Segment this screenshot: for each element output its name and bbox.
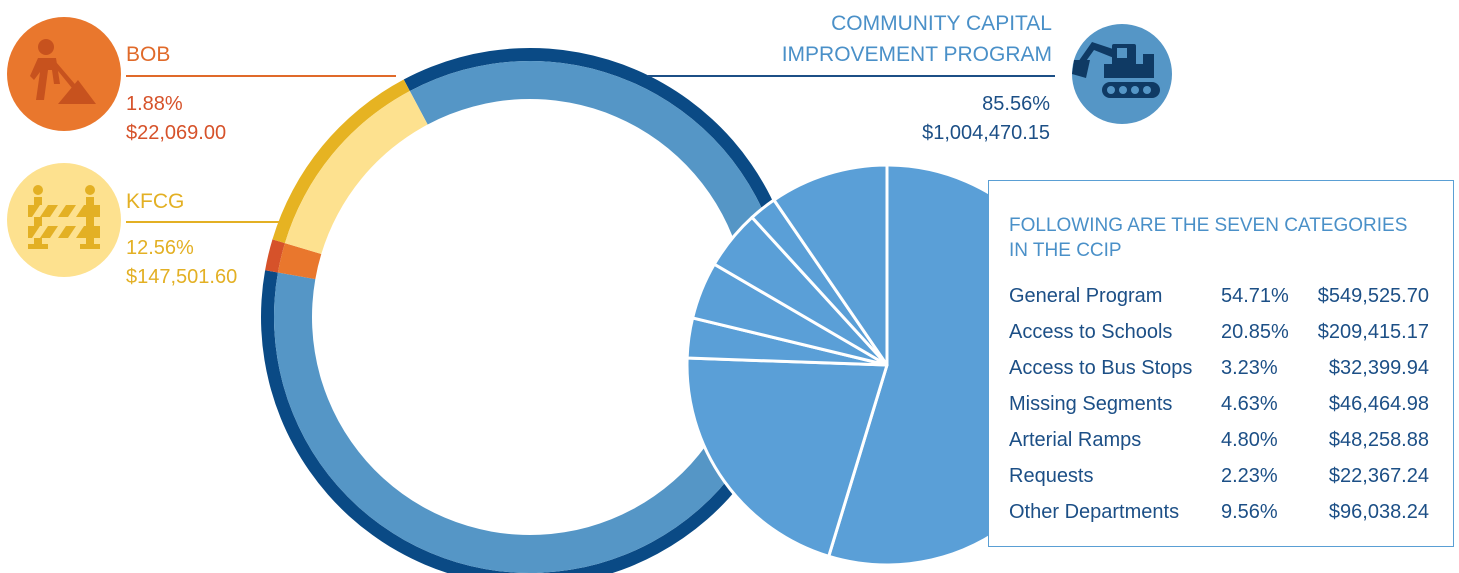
- legend-row: Arterial Ramps 4.80% $48,258.88: [1009, 429, 1449, 459]
- category-amount: $96,038.24: [1328, 501, 1429, 523]
- category-amount: $46,464.98: [1328, 393, 1429, 415]
- legend-row: General Program 54.71% $549,525.70: [1009, 285, 1449, 315]
- category-name: General Program: [1009, 285, 1163, 307]
- bob-percent: 1.88%: [126, 93, 183, 115]
- category-name: Other Departments: [1009, 501, 1180, 523]
- pie-slice: [772, 163, 889, 367]
- category-percent: 4.80%: [1221, 429, 1278, 451]
- category-amount: $22,367.24: [1328, 465, 1429, 487]
- category-name: Access to Schools: [1009, 321, 1173, 343]
- road-barricade-icon: [7, 163, 121, 277]
- kfcg-label: KFCG: [126, 190, 185, 213]
- donut-slice-outer: [272, 79, 410, 244]
- category-name: Requests: [1009, 465, 1094, 487]
- legend-row: Other Departments 9.56% $96,038.24: [1009, 501, 1449, 531]
- excavator-icon: [1072, 24, 1172, 124]
- legend-row: Requests 2.23% $22,367.24: [1009, 465, 1449, 495]
- worker-shoveling-icon: [7, 17, 121, 131]
- kfcg-percent: 12.56%: [126, 237, 194, 259]
- category-percent: 4.63%: [1221, 393, 1278, 415]
- legend-title: FOLLOWING ARE THE SEVEN CATEGORIES IN TH…: [1009, 215, 1408, 261]
- category-percent: 3.23%: [1221, 357, 1278, 379]
- category-percent: 54.71%: [1221, 285, 1289, 307]
- category-percent: 20.85%: [1221, 321, 1289, 343]
- donut-slice-outer: [265, 239, 285, 273]
- category-percent: 9.56%: [1221, 501, 1278, 523]
- pie-slice: [685, 356, 889, 558]
- category-amount: $48,258.88: [1328, 429, 1429, 451]
- category-amount: $209,415.17: [1317, 321, 1429, 343]
- legend-row: Access to Bus Stops 3.23% $32,399.94: [1009, 357, 1449, 387]
- funding-donut-chart: [261, 48, 799, 573]
- kfcg-amount: $147,501.60: [126, 266, 238, 288]
- category-amount: $549,525.70: [1317, 285, 1429, 307]
- category-name: Arterial Ramps: [1009, 429, 1142, 451]
- legend-row: Access to Schools 20.85% $209,415.17: [1009, 321, 1449, 351]
- legend-row: Missing Segments 4.63% $46,464.98: [1009, 393, 1449, 423]
- category-amount: $32,399.94: [1328, 357, 1429, 379]
- bob-label: BOB: [126, 43, 171, 66]
- donut-slice: [277, 243, 322, 280]
- ccip-label: COMMUNITY CAPITAL IMPROVEMENT PROGRAM: [781, 12, 1052, 66]
- category-name: Access to Bus Stops: [1009, 357, 1193, 379]
- ccip-percent: 85.56%: [982, 93, 1050, 115]
- donut-slice: [284, 90, 428, 255]
- bob-amount: $22,069.00: [126, 122, 227, 144]
- ccip-categories-legend: FOLLOWING ARE THE SEVEN CATEGORIES IN TH…: [988, 180, 1454, 547]
- category-percent: 2.23%: [1221, 465, 1278, 487]
- ccip-amount: $1,004,470.15: [922, 122, 1050, 144]
- category-name: Missing Segments: [1009, 393, 1173, 415]
